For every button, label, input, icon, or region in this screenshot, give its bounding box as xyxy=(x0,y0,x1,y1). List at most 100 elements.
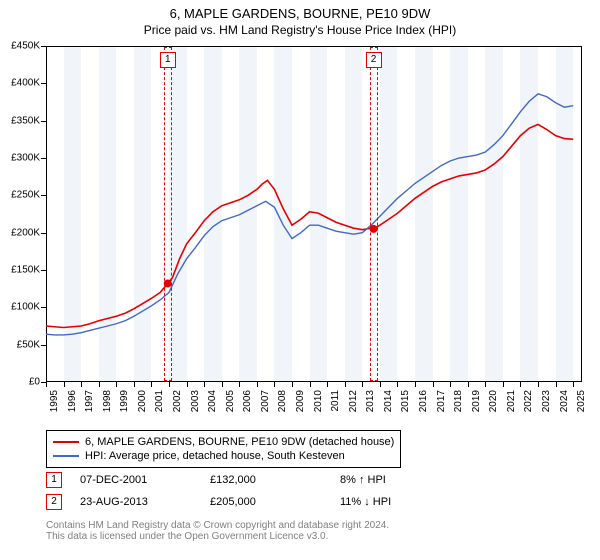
credit-text: Contains HM Land Registry data © Crown c… xyxy=(46,520,389,542)
x-tick xyxy=(573,382,574,387)
y-tick xyxy=(41,158,46,159)
y-axis-label: £400K xyxy=(0,78,40,89)
y-axis-label: £450K xyxy=(0,41,40,52)
x-tick xyxy=(345,382,346,387)
x-tick xyxy=(380,382,381,387)
x-axis-label: 1996 xyxy=(67,390,78,412)
x-axis-label: 2011 xyxy=(330,390,341,412)
x-tick xyxy=(169,382,170,387)
transaction-marker-label: 1 xyxy=(160,52,176,68)
year-band xyxy=(380,47,398,381)
y-axis-label: £50K xyxy=(0,339,40,350)
y-tick xyxy=(41,46,46,47)
x-axis-label: 2025 xyxy=(576,390,587,412)
year-band xyxy=(239,47,257,381)
y-tick xyxy=(41,270,46,271)
legend-item: 6, MAPLE GARDENS, BOURNE, PE10 9DW (deta… xyxy=(53,435,394,449)
year-band xyxy=(64,47,82,381)
x-axis-label: 2024 xyxy=(559,390,570,412)
x-axis-label: 2004 xyxy=(207,390,218,412)
x-tick xyxy=(187,382,188,387)
credit-line: This data is licensed under the Open Gov… xyxy=(46,531,389,542)
legend-item: HPI: Average price, detached house, Sout… xyxy=(53,449,394,463)
chart-subtitle: Price paid vs. HM Land Registry's House … xyxy=(0,21,600,41)
transaction-number: 2 xyxy=(46,494,62,510)
x-axis-label: 2001 xyxy=(154,390,165,412)
x-axis-label: 2000 xyxy=(137,390,148,412)
x-tick xyxy=(503,382,504,387)
year-band xyxy=(345,47,363,381)
x-axis-label: 2007 xyxy=(260,390,271,412)
y-axis-label: £300K xyxy=(0,153,40,164)
year-band xyxy=(134,47,152,381)
year-band xyxy=(99,47,117,381)
chart-title: 6, MAPLE GARDENS, BOURNE, PE10 9DW xyxy=(0,0,600,21)
x-axis-label: 2006 xyxy=(242,390,253,412)
x-tick xyxy=(310,382,311,387)
legend-swatch xyxy=(53,441,79,443)
transaction-delta: 8% ↑ HPI xyxy=(340,474,386,486)
credit-line: Contains HM Land Registry data © Crown c… xyxy=(46,520,389,531)
year-band xyxy=(485,47,503,381)
year-band xyxy=(204,47,222,381)
x-tick xyxy=(204,382,205,387)
x-axis-label: 2023 xyxy=(541,390,552,412)
y-axis-label: £0 xyxy=(0,377,40,388)
legend-box: 6, MAPLE GARDENS, BOURNE, PE10 9DW (deta… xyxy=(46,430,401,468)
year-band xyxy=(415,47,433,381)
x-tick xyxy=(433,382,434,387)
x-axis-label: 2018 xyxy=(453,390,464,412)
x-tick xyxy=(538,382,539,387)
transaction-row: 107-DEC-2001£132,0008% ↑ HPI xyxy=(46,472,386,488)
x-axis-label: 2008 xyxy=(277,390,288,412)
y-tick xyxy=(41,83,46,84)
transaction-number: 1 xyxy=(46,472,62,488)
x-axis-label: 2012 xyxy=(348,390,359,412)
x-axis-label: 2022 xyxy=(523,390,534,412)
x-axis-label: 2015 xyxy=(400,390,411,412)
x-tick xyxy=(151,382,152,387)
y-axis-label: £200K xyxy=(0,227,40,238)
x-axis-label: 2010 xyxy=(313,390,324,412)
x-axis-label: 2019 xyxy=(471,390,482,412)
x-tick xyxy=(520,382,521,387)
transaction-date: 23-AUG-2013 xyxy=(80,496,210,508)
year-band xyxy=(520,47,538,381)
x-axis-label: 1998 xyxy=(102,390,113,412)
x-axis-label: 1995 xyxy=(49,390,60,412)
x-axis-label: 2002 xyxy=(172,390,183,412)
x-tick xyxy=(362,382,363,387)
y-axis-label: £100K xyxy=(0,302,40,313)
x-tick xyxy=(222,382,223,387)
legend-label: HPI: Average price, detached house, Sout… xyxy=(85,450,345,462)
x-tick xyxy=(116,382,117,387)
transaction-row: 223-AUG-2013£205,00011% ↓ HPI xyxy=(46,494,391,510)
transaction-date: 07-DEC-2001 xyxy=(80,474,210,486)
x-tick xyxy=(257,382,258,387)
year-band xyxy=(450,47,468,381)
transaction-delta: 11% ↓ HPI xyxy=(340,496,391,508)
year-band xyxy=(556,47,574,381)
x-axis-label: 1997 xyxy=(84,390,95,412)
x-tick xyxy=(292,382,293,387)
x-tick xyxy=(134,382,135,387)
y-axis-label: £250K xyxy=(0,190,40,201)
x-tick xyxy=(397,382,398,387)
x-tick xyxy=(415,382,416,387)
x-axis-label: 2021 xyxy=(506,390,517,412)
x-axis-label: 2020 xyxy=(488,390,499,412)
legend-swatch xyxy=(53,455,79,457)
y-tick xyxy=(41,121,46,122)
x-axis-label: 2013 xyxy=(365,390,376,412)
x-tick xyxy=(556,382,557,387)
y-tick xyxy=(41,345,46,346)
year-band xyxy=(274,47,292,381)
x-tick xyxy=(485,382,486,387)
x-tick xyxy=(468,382,469,387)
x-axis-label: 2017 xyxy=(436,390,447,412)
x-tick xyxy=(64,382,65,387)
y-tick xyxy=(41,233,46,234)
x-axis-label: 1999 xyxy=(119,390,130,412)
x-axis-label: 2014 xyxy=(383,390,394,412)
x-tick xyxy=(99,382,100,387)
